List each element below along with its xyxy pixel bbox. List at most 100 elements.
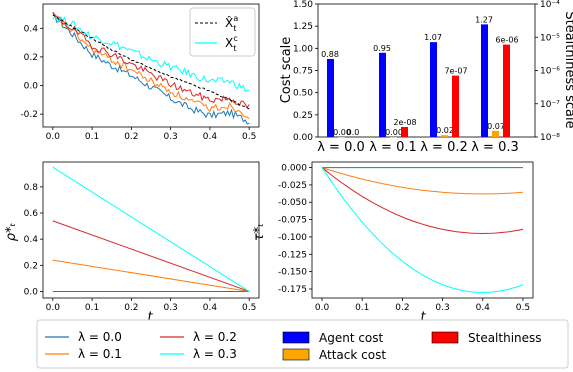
legend-attack-subscript: t <box>233 44 236 53</box>
panel-d-ytick-label: -0.100 <box>278 233 307 243</box>
panel-a-ytick-label: 0.2 <box>24 53 38 63</box>
panel-d-xtick-label: 0.0 <box>315 303 330 313</box>
panel-c-xtick-label: 0.5 <box>242 303 256 313</box>
bar-agent-cost <box>379 52 386 138</box>
bar-attack-cost-label: 0.00 <box>385 128 403 137</box>
panel-b-rtick-label: 10⁻⁶ <box>540 67 560 77</box>
panel-c-xtick-label: 0.0 <box>46 303 61 313</box>
attack-path-lambda-0.0 <box>52 12 250 125</box>
panel-b-ytick-label: 1.25 <box>293 22 313 32</box>
panel-d-xtick-label: 0.4 <box>476 303 491 313</box>
panel-a-legend-box <box>189 7 256 57</box>
panel-d-xtick-label: 0.2 <box>395 303 409 313</box>
attack-path-lambda-0.2 <box>52 11 250 109</box>
panel-b-category-label: λ = 0.1 <box>369 140 417 155</box>
bar-agent-cost-label: 1.07 <box>424 33 442 42</box>
panel-b-ytick-label: 1.50 <box>293 0 313 10</box>
panel-b-rtick-label: 10⁻⁵ <box>540 33 560 43</box>
legend-reference-superscript: a <box>233 14 238 23</box>
bar-attack-cost <box>441 135 448 137</box>
bar-agent-cost-label: 0.88 <box>321 50 339 59</box>
panel-b-ylabel: Cost scale <box>279 37 294 104</box>
bar-stealthiness <box>503 44 510 137</box>
panel-c-ytick-label: 0.8 <box>24 183 39 193</box>
bar-stealthiness <box>401 126 408 137</box>
legend-reference-subscript: t <box>233 24 236 33</box>
bar-attack-cost-label: 0.02 <box>436 126 454 135</box>
panel-a-xtick-label: 0.1 <box>85 132 99 142</box>
panel-d-ylabel: τ*ₜ <box>252 223 267 241</box>
bar-attack-cost <box>338 137 345 138</box>
panel-a-xtick-label: 0.3 <box>163 132 177 142</box>
panel-d-ytick-label: -0.050 <box>278 198 307 208</box>
panel-c-ylabel: ρ*ₜ <box>4 223 19 242</box>
legend-line-label: λ = 0.2 <box>193 330 237 344</box>
attack-path-lambda-0.1 <box>52 12 250 120</box>
panel-b-category-label: λ = 0.3 <box>471 140 519 155</box>
rho-line-lambda-0.3 <box>52 166 250 292</box>
panel-d-xtick-label: 0.1 <box>355 303 369 313</box>
panel-c-ytick-label: 0.2 <box>24 261 38 271</box>
legend-line-label: λ = 0.1 <box>78 347 122 361</box>
panel-d-xtick-label: 0.5 <box>516 303 530 313</box>
panel-a-xtick-label: 0.4 <box>203 132 218 142</box>
panel-c-xtick-label: 0.2 <box>124 303 138 313</box>
legend-bar-swatch <box>431 331 459 344</box>
legend-line-label: λ = 0.3 <box>193 347 237 361</box>
panel-b-rtick-label: 10⁻⁴ <box>540 0 560 10</box>
panel-d-xlabel: t <box>420 310 426 325</box>
panel-b-ytick-label: 0.25 <box>293 111 313 121</box>
panel-b-ytick-label: 0.50 <box>293 89 313 99</box>
legend-bar-label: Agent cost <box>319 331 384 345</box>
tau-curve-lambda-0.1 <box>321 167 524 195</box>
panel-a-xtick-label: 0.2 <box>124 132 138 142</box>
bar-attack-cost-label: 0.07 <box>487 122 505 131</box>
tau-curve-lambda-0.3 <box>321 167 524 293</box>
attack-path-lambda-0.3 <box>52 15 250 93</box>
rho-line-lambda-0.1 <box>52 259 250 292</box>
panel-d-ytick-label: 0.000 <box>281 164 307 174</box>
bar-attack-cost <box>390 137 397 138</box>
panel-b-rtick-label: 10⁻⁷ <box>540 100 560 110</box>
panel-c-xtick-label: 0.3 <box>163 303 177 313</box>
legend-bar-label: Stealthiness <box>468 331 542 345</box>
panel-b-category-label: λ = 0.0 <box>317 140 365 155</box>
bar-stealthiness <box>452 75 459 137</box>
panel-c-xlabel: t <box>147 310 153 325</box>
panel-a-frame <box>42 3 260 128</box>
bar-attack-cost <box>492 130 499 137</box>
panel-c-frame <box>42 161 260 299</box>
legend-line-label: λ = 0.0 <box>78 330 122 344</box>
bar-stealthiness-label: 7e-07 <box>444 67 467 76</box>
panel-c-ytick-label: 0.0 <box>24 287 39 297</box>
panel-a-xtick-label: 0.0 <box>46 132 61 142</box>
panel-b-ytick-label: 0.75 <box>293 67 313 77</box>
panel-d-ytick-label: -0.175 <box>278 285 307 295</box>
panel-a-ytick-label: -0.2 <box>20 110 38 120</box>
panel-b-rtick-label: 10⁻⁸ <box>540 133 560 143</box>
panel-a-ytick-label: 0.0 <box>24 82 39 92</box>
panel-b-ytick-label: 1.00 <box>293 44 313 54</box>
panel-b-frame <box>317 3 536 138</box>
panel-a-xtick-label: 0.5 <box>242 132 256 142</box>
panel-b-category-label: λ = 0.2 <box>420 140 468 155</box>
legend-reference-label: X̂ta <box>225 14 238 33</box>
panel-d-ytick-label: -0.150 <box>278 268 307 278</box>
legend-bar-label: Attack cost <box>319 348 386 362</box>
legend-attack-label: Xtc <box>225 34 238 53</box>
panel-d-ytick-label: -0.025 <box>278 181 307 191</box>
panel-b-ylabel-right: Stealthiness scale <box>562 11 573 128</box>
legend-bar-swatch <box>282 331 310 344</box>
bar-stealthiness-label: 6e-06 <box>495 36 518 45</box>
panel-c-xtick-label: 0.4 <box>203 303 218 313</box>
reference-path <box>52 14 250 110</box>
panel-b-ytick-label: 0.00 <box>293 133 313 143</box>
bar-stealthiness-label: 2e-08 <box>393 118 416 127</box>
tau-curve-lambda-0.2 <box>321 167 524 235</box>
legend-attack-superscript: c <box>233 34 237 43</box>
bar-stealthiness-label: 0.0 <box>347 128 360 137</box>
bar-agent-cost <box>481 24 488 137</box>
panel-c-ytick-label: 0.6 <box>24 209 39 219</box>
panel-d-ytick-label: -0.125 <box>278 250 307 260</box>
